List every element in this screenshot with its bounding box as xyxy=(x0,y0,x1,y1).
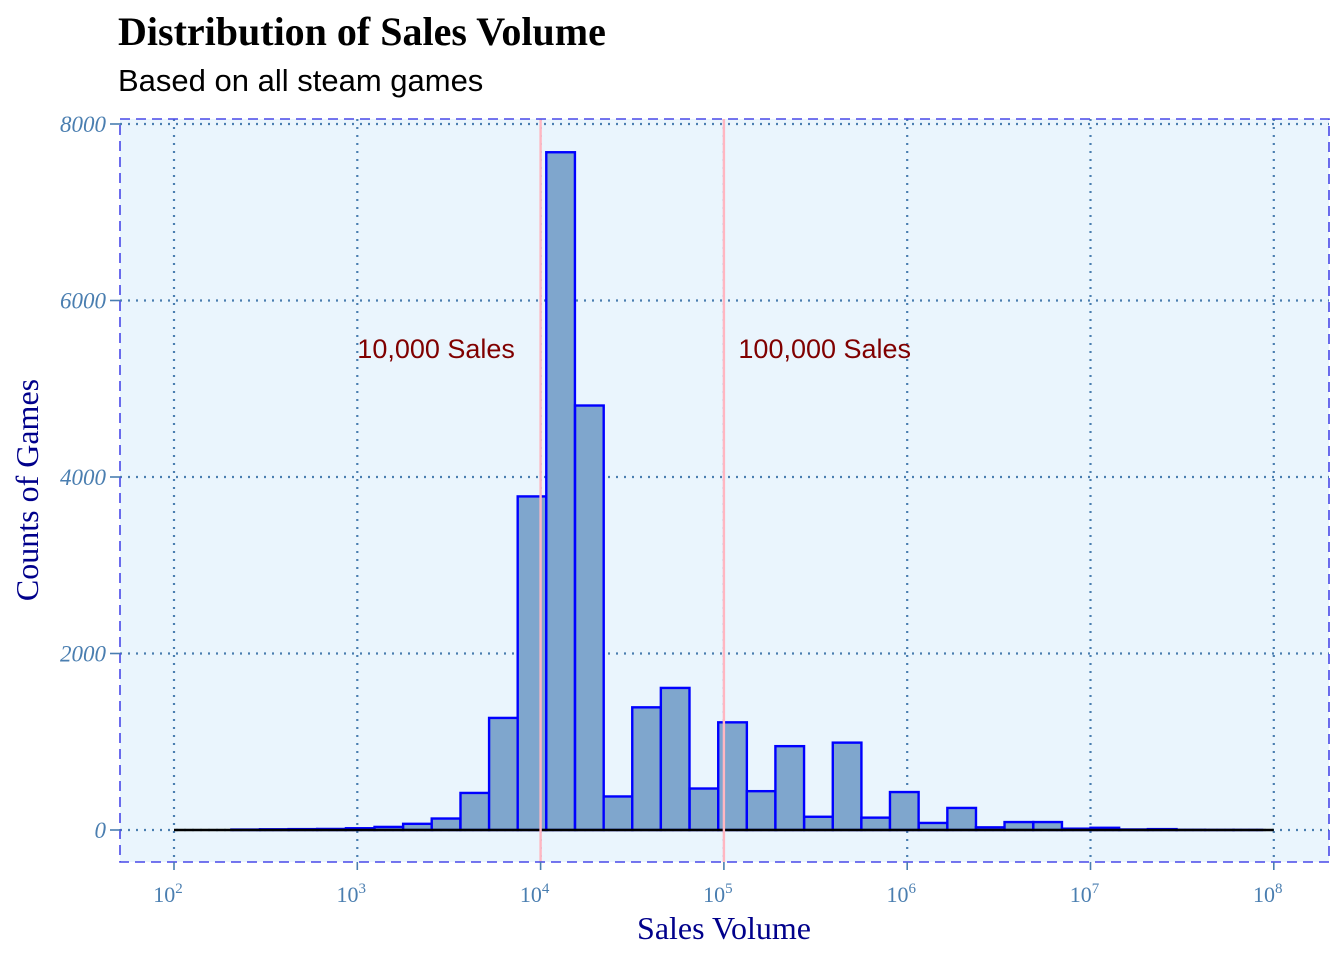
histogram-bar xyxy=(573,404,605,832)
y-tick-label: 4000 xyxy=(60,465,107,490)
y-tick-label: 8000 xyxy=(60,112,107,137)
histogram-bar xyxy=(545,151,577,832)
y-axis-ticks: 0 2000 4000 6000 8000 xyxy=(60,112,120,843)
histogram-bar xyxy=(459,791,491,832)
reference-line-label: 100,000 Sales xyxy=(738,334,911,364)
histogram-bar xyxy=(487,716,519,832)
y-tick-label: 6000 xyxy=(60,289,107,314)
histogram-bar xyxy=(516,495,548,832)
histogram-bar xyxy=(631,706,663,832)
chart-title: Distribution of Sales Volume xyxy=(118,9,606,54)
y-axis-title: Counts of Games xyxy=(9,379,45,601)
histogram-bar xyxy=(802,815,835,832)
y-tick-label: 0 xyxy=(95,818,107,843)
x-tick-label: 102 xyxy=(153,881,183,907)
reference-line-label: 10,000 Sales xyxy=(357,334,515,364)
x-tick-label: 108 xyxy=(1253,881,1283,907)
x-tick-label: 107 xyxy=(1070,881,1100,907)
y-tick-label: 2000 xyxy=(60,642,107,667)
reference-lines: 10,000 Sales 100,000 Sales xyxy=(357,119,911,862)
histogram-bar xyxy=(688,787,720,832)
x-tick-label: 104 xyxy=(520,881,550,907)
x-axis-title: Sales Volume xyxy=(637,910,811,946)
bars-group xyxy=(230,151,1264,832)
x-axis-ticks: 102 103 104 105 106 107 108 xyxy=(153,862,1283,907)
histogram-bar xyxy=(430,817,462,832)
histogram-bar xyxy=(774,744,806,832)
histogram-bar xyxy=(946,806,978,832)
histogram-bar xyxy=(831,741,863,832)
chart-subtitle: Based on all steam games xyxy=(118,63,484,98)
histogram-bar xyxy=(717,721,749,832)
x-tick-label: 106 xyxy=(886,881,916,907)
histogram-bar xyxy=(888,790,920,832)
histogram-bar xyxy=(860,816,892,832)
histogram-bar xyxy=(745,789,777,832)
histogram-bar xyxy=(659,686,691,832)
histogram-bar xyxy=(602,795,634,832)
x-tick-label: 105 xyxy=(703,881,733,907)
x-tick-label: 103 xyxy=(337,881,367,907)
